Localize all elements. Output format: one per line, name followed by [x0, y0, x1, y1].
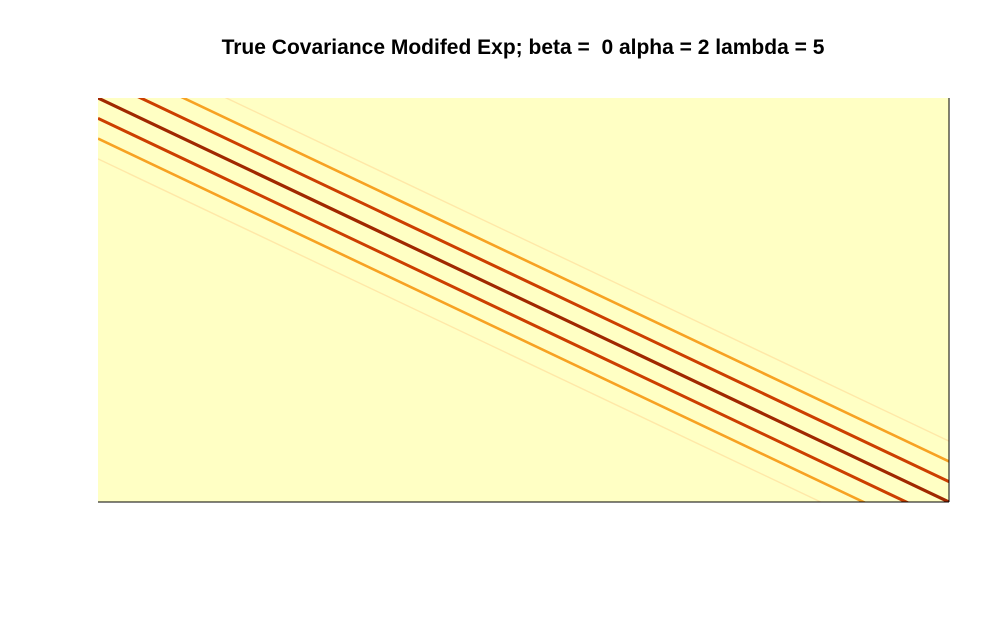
diagonal-band-offset-minus-3 — [224, 98, 949, 442]
diagonal-band-offset-minus-2 — [180, 98, 949, 463]
diagonal-band-offset-minus-1 — [137, 98, 949, 484]
diagonal-band-offset-2 — [98, 137, 867, 502]
diagonal-bands — [98, 98, 949, 502]
diagonal-band-offset-3 — [98, 158, 823, 502]
diagonal-band-offset-1 — [98, 116, 910, 502]
diagonal-band-offset-0 — [98, 98, 949, 502]
chart-title: True Covariance Modifed Exp; beta = 0 al… — [221, 36, 825, 59]
